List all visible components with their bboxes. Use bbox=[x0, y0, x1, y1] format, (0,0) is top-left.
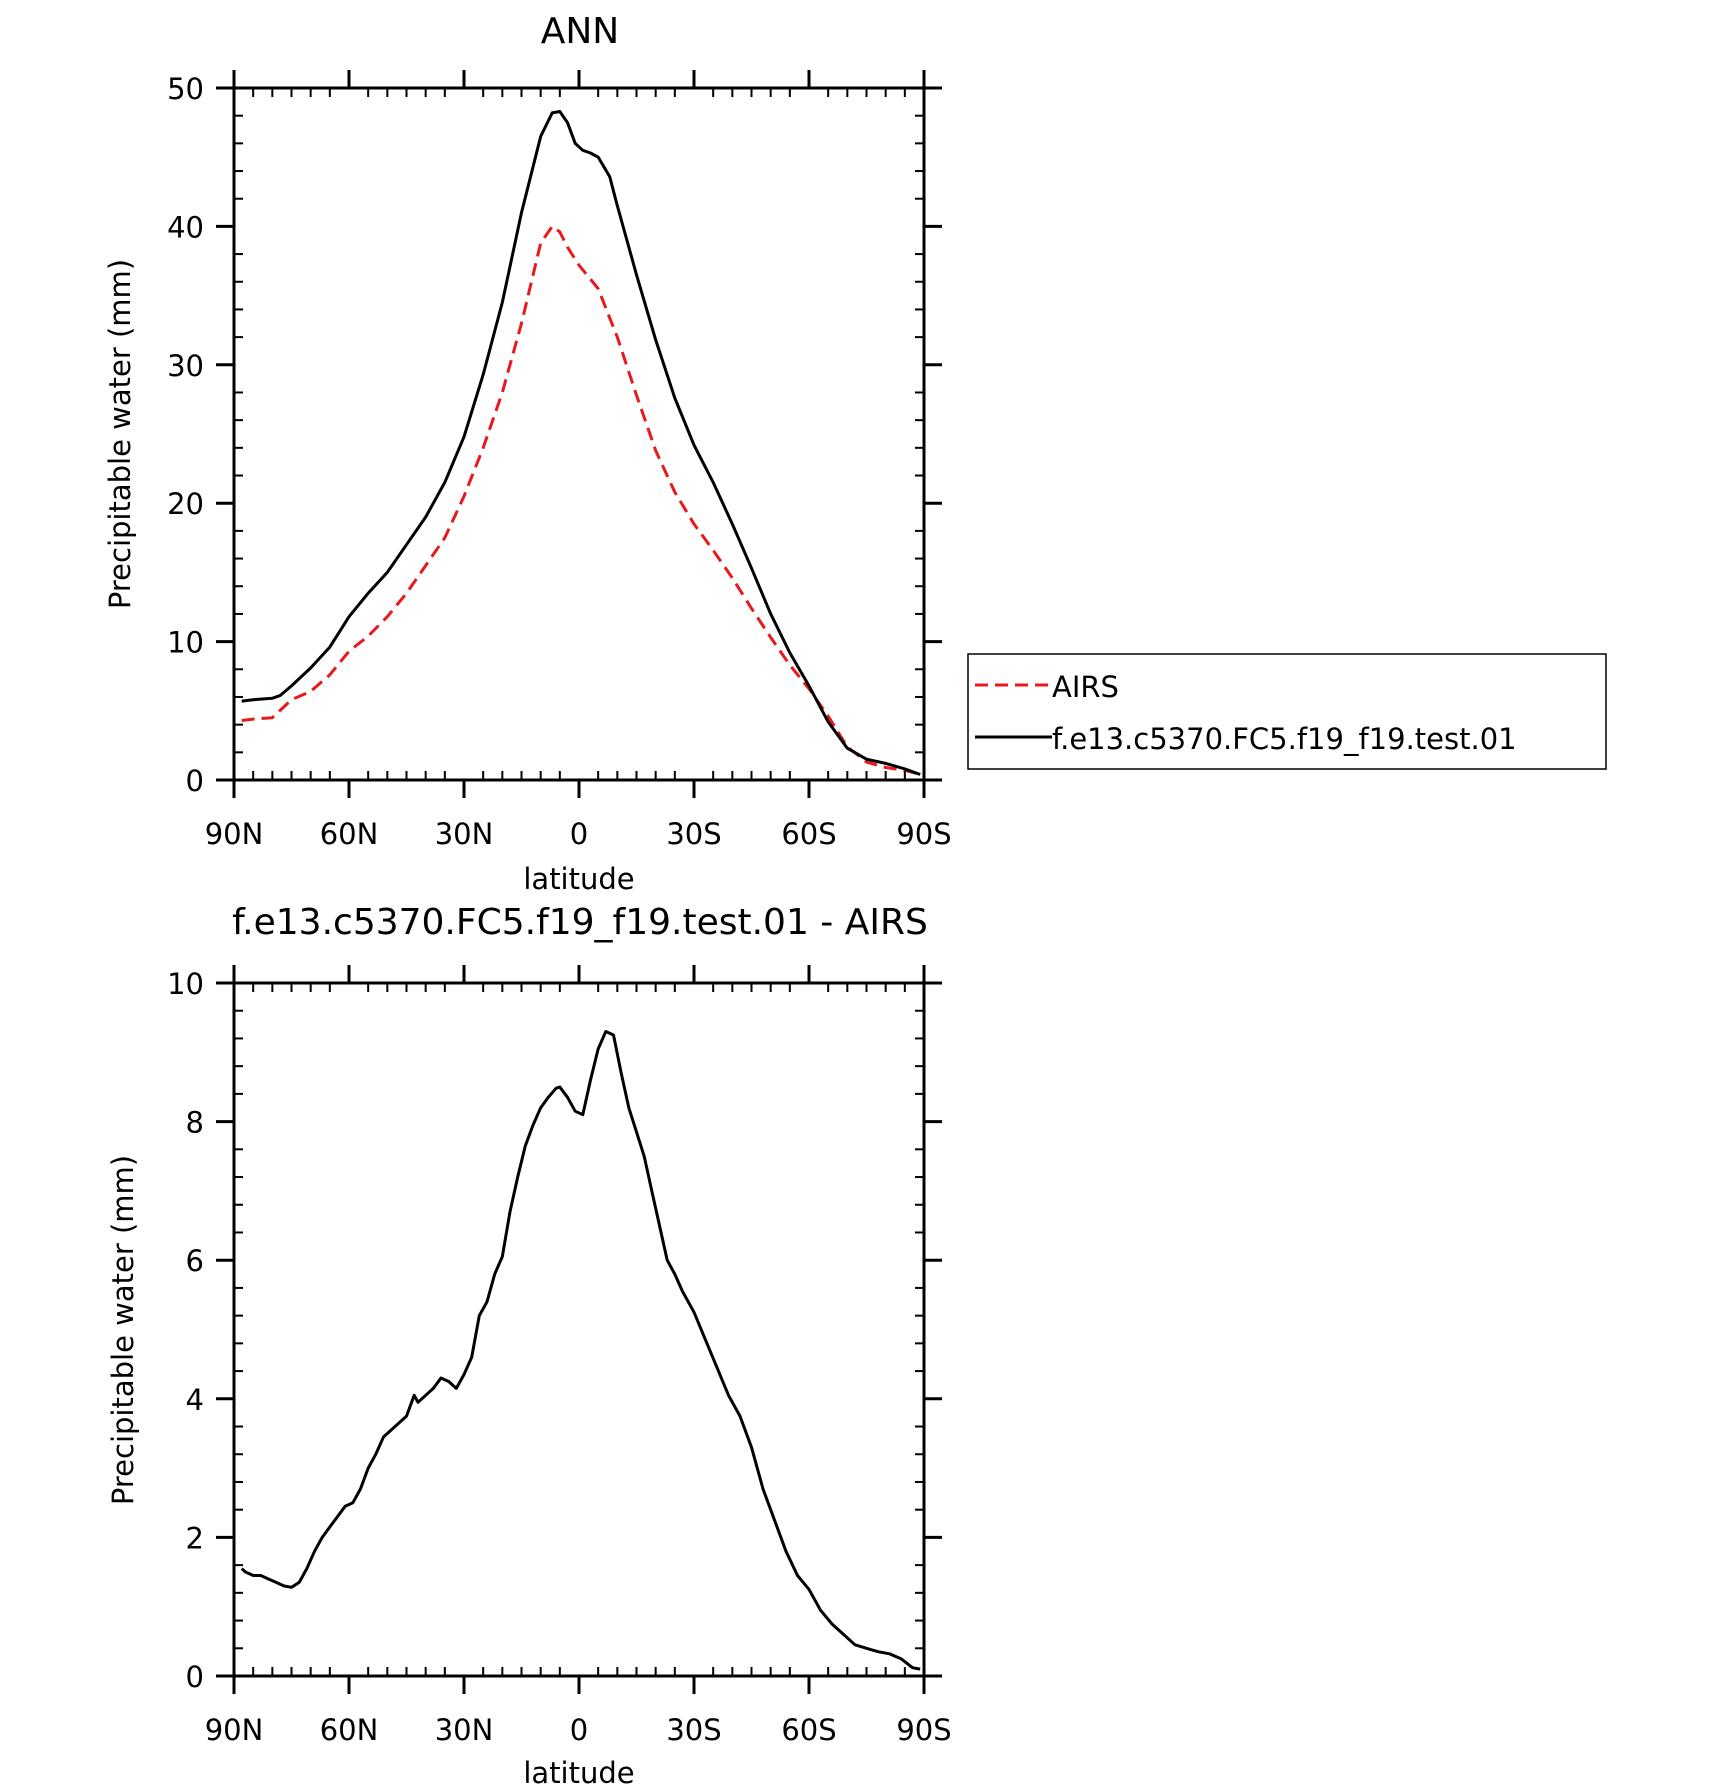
y-axis-label: Precipitable water (mm) bbox=[103, 259, 137, 609]
y-tick-label: 20 bbox=[167, 487, 204, 521]
series-line-airs bbox=[241, 224, 921, 776]
y-tick-label: 0 bbox=[186, 764, 204, 798]
plot-frame bbox=[232, 86, 926, 782]
y-tick-label: 6 bbox=[186, 1244, 204, 1278]
y-tick-label: 8 bbox=[186, 1106, 204, 1140]
panel-annual-mean: ANN 90N 60N 30N 0 30S 60S 90S 0 10 20 30 40 50 latit… bbox=[103, 11, 1607, 896]
x-tick-label: 90S bbox=[896, 1713, 951, 1747]
y-tick-label: 50 bbox=[167, 72, 204, 106]
series-line-0 bbox=[240, 1030, 921, 1671]
legend-box bbox=[967, 653, 1607, 770]
legend-label-airs: AIRS bbox=[1052, 670, 1119, 704]
x-tick-label: 90N bbox=[205, 817, 264, 851]
panel-difference: f.e13.c5370.FC5.f19_f19.test.01 - AIRS 9… bbox=[106, 902, 952, 1789]
x-tick-label: 60S bbox=[781, 817, 836, 851]
x-tick-label: 30N bbox=[435, 817, 494, 851]
x-tick-label: 60S bbox=[781, 1713, 836, 1747]
series-line-f-e13-c5370-fc5-f19-f19-test-01 bbox=[241, 110, 921, 776]
legend: AIRS f.e13.c5370.FC5.f19_f19.test.01 bbox=[967, 653, 1607, 770]
x-tick-label: 30N bbox=[435, 1713, 494, 1747]
y-tick-label: 4 bbox=[186, 1383, 204, 1417]
x-tick-label: 60N bbox=[320, 817, 379, 851]
panel-title: f.e13.c5370.FC5.f19_f19.test.01 - AIRS bbox=[232, 902, 928, 943]
x-tick-label: 30S bbox=[666, 1713, 721, 1747]
y-tick-label: 30 bbox=[167, 349, 204, 383]
x-tick-label: 60N bbox=[320, 1713, 379, 1747]
x-tick-label: 0 bbox=[570, 1713, 588, 1747]
panel-title: ANN bbox=[541, 11, 620, 52]
y-tick-label: 2 bbox=[186, 1521, 204, 1555]
y-axis-label: Precipitable water (mm) bbox=[106, 1155, 140, 1505]
y-tick-label: 10 bbox=[167, 626, 204, 660]
y-tick-label: 40 bbox=[167, 210, 204, 244]
plot-frame bbox=[232, 981, 926, 1678]
x-tick-label: 0 bbox=[570, 817, 588, 851]
x-tick-label: 90S bbox=[896, 817, 951, 851]
y-tick-label: 0 bbox=[186, 1660, 204, 1694]
x-axis-label: latitude bbox=[523, 1756, 634, 1789]
x-tick-label: 90N bbox=[205, 1713, 264, 1747]
legend-label-model: f.e13.c5370.FC5.f19_f19.test.01 bbox=[1052, 722, 1517, 756]
x-axis-label: latitude bbox=[523, 862, 634, 896]
y-tick-label: 10 bbox=[167, 967, 204, 1001]
x-tick-label: 30S bbox=[666, 817, 721, 851]
